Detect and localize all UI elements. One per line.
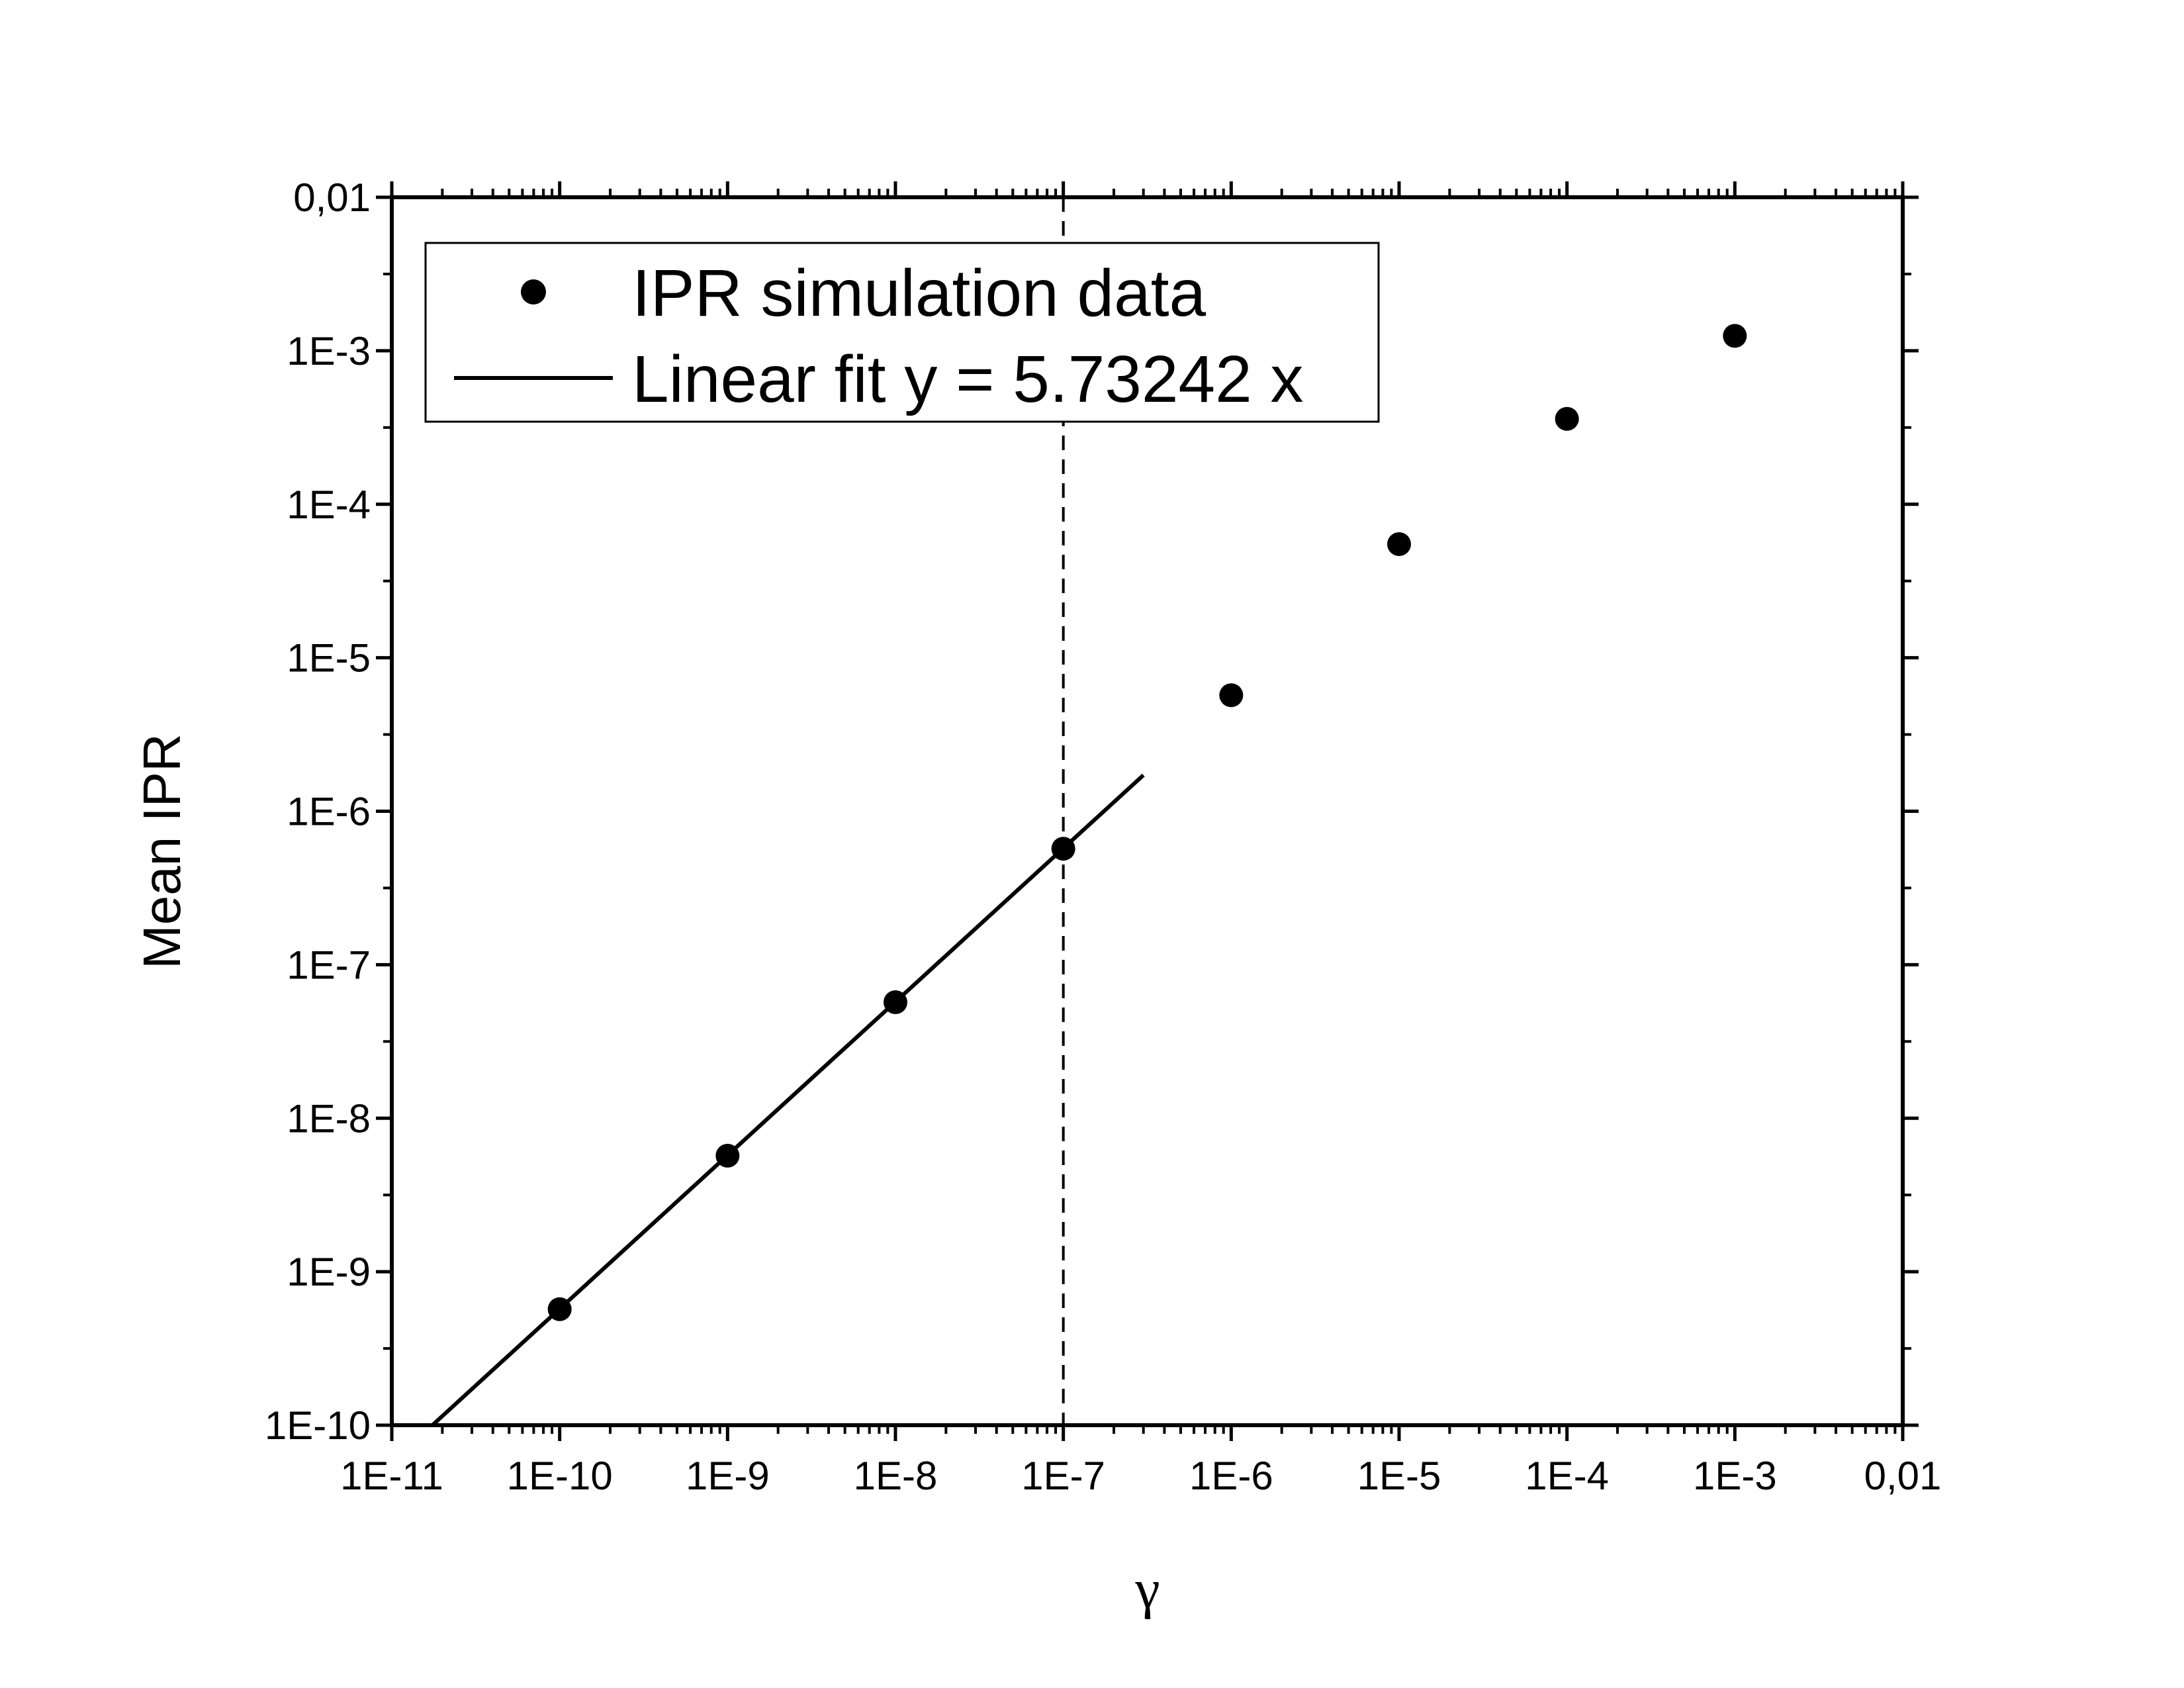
x-tick-label: 0,01: [1864, 1454, 1942, 1498]
x-tick-label: 1E-3: [1693, 1454, 1777, 1498]
x-tick-label: 1E-7: [1021, 1454, 1105, 1498]
data-points: [547, 324, 1747, 1321]
data-point: [1051, 837, 1075, 861]
data-point: [1387, 532, 1411, 556]
legend-label-fit: Linear fit y = 5.73242 x: [632, 342, 1304, 416]
y-tick-label: 1E-7: [287, 943, 371, 987]
y-tick-label: 1E-9: [287, 1250, 371, 1294]
y-tick-label: 0,01: [293, 175, 371, 220]
x-tick-label: 1E-10: [507, 1454, 613, 1498]
x-tick-labels: 1E-11 1E-10 1E-9 1E-8 1E-7 1E-6 1E-5 1E-4 1E-3 0,…: [340, 1454, 1941, 1498]
data-point: [547, 1297, 572, 1321]
y-tick-labels: 1E-10 1E-9 1E-8 1E-7 1E-6 1E-5 1E-4 1E-3 0,01: [265, 175, 371, 1448]
axis-ticks: [376, 181, 1919, 1441]
data-point: [715, 1143, 740, 1168]
data-point: [1219, 683, 1244, 708]
y-tick-label: 1E-8: [287, 1096, 371, 1141]
x-tick-label: 1E-4: [1525, 1454, 1609, 1498]
x-tick-label: 1E-9: [686, 1454, 770, 1498]
x-tick-label: 1E-6: [1189, 1454, 1273, 1498]
y-axis-title: Mean IPR: [132, 733, 191, 969]
y-tick-label: 1E-3: [287, 329, 371, 373]
y-tick-label: 1E-6: [287, 790, 371, 834]
legend-label-simulation: IPR simulation data: [632, 256, 1206, 330]
linear-fit-line: [431, 773, 1145, 1427]
x-tick-label: 1E-5: [1357, 1454, 1441, 1498]
y-tick-label: 1E-5: [287, 636, 371, 680]
y-tick-label: 1E-4: [287, 483, 371, 527]
legend: IPR simulation data Linear fit y = 5.732…: [424, 242, 1380, 423]
x-tick-label: 1E-8: [854, 1454, 938, 1498]
legend-marker-dot: [521, 279, 546, 305]
y-tick-label: 1E-10: [265, 1403, 371, 1448]
legend-box: [424, 242, 1380, 423]
data-point: [1723, 324, 1747, 348]
x-tick-label: 1E-11: [340, 1454, 443, 1498]
x-axis-title: γ: [1134, 1558, 1160, 1620]
data-point: [884, 990, 907, 1014]
data-point: [1555, 406, 1579, 431]
